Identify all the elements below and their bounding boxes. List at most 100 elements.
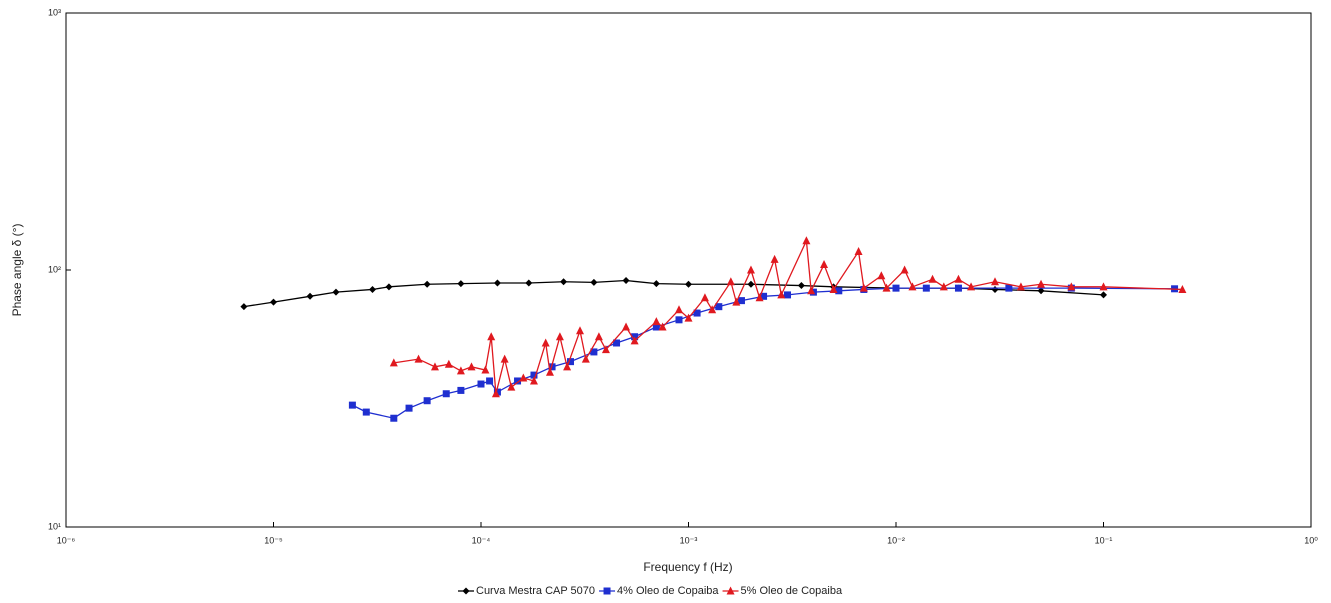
marker: [882, 283, 891, 292]
marker: [514, 377, 522, 385]
x-tick-label: 10⁻¹: [1095, 535, 1113, 545]
marker: [456, 366, 465, 375]
marker: [908, 282, 917, 291]
marker: [760, 292, 768, 300]
marker: [708, 305, 717, 314]
marker: [991, 277, 1000, 286]
marker: [622, 322, 631, 331]
marker: [390, 414, 398, 422]
marker: [581, 354, 590, 363]
marker: [693, 309, 701, 317]
marker: [385, 283, 393, 291]
marker: [576, 326, 585, 335]
series-line: [352, 287, 1175, 419]
marker: [1016, 282, 1025, 291]
marker: [820, 260, 829, 269]
marker: [1037, 279, 1046, 288]
marker: [525, 279, 533, 287]
marker: [1067, 282, 1076, 291]
marker: [270, 298, 277, 306]
marker: [1037, 287, 1045, 295]
marker: [594, 332, 603, 341]
marker: [700, 293, 709, 302]
marker: [630, 336, 639, 345]
marker: [675, 316, 683, 324]
legend-marker: [726, 586, 735, 595]
marker: [306, 292, 314, 300]
marker: [859, 283, 868, 292]
x-tick-label: 10⁻⁵: [264, 535, 283, 545]
marker: [457, 386, 465, 394]
marker: [967, 282, 976, 291]
marker: [444, 359, 453, 368]
marker: [491, 389, 500, 398]
marker: [240, 303, 248, 311]
marker: [652, 323, 660, 331]
marker: [493, 279, 501, 287]
marker: [567, 358, 575, 366]
y-axis-title: Phase angle δ (°): [10, 224, 24, 317]
y-tick-label: 10³: [48, 7, 61, 17]
legend-label: Curva Mestra CAP 5070: [476, 585, 595, 597]
marker: [529, 376, 538, 385]
marker: [1005, 284, 1013, 292]
marker: [746, 265, 755, 274]
y-tick-label: 10¹: [48, 521, 61, 531]
marker: [732, 297, 741, 306]
marker: [658, 322, 667, 331]
marker: [928, 274, 937, 283]
marker: [726, 277, 735, 286]
marker: [423, 397, 431, 405]
x-tick-label: 10⁻²: [887, 535, 905, 545]
y-tick-label: 10²: [48, 264, 61, 274]
marker: [487, 332, 496, 341]
marker: [900, 265, 909, 274]
marker: [1100, 291, 1107, 299]
marker: [613, 339, 621, 347]
marker: [829, 284, 838, 293]
marker: [369, 285, 377, 293]
marker: [784, 291, 792, 299]
marker: [457, 280, 465, 288]
series-line: [243, 279, 1104, 308]
marker: [530, 371, 538, 379]
marker: [486, 377, 494, 385]
marker: [500, 354, 509, 363]
marker: [467, 362, 476, 371]
marker: [601, 345, 610, 354]
marker: [1099, 282, 1108, 291]
marker: [555, 332, 564, 341]
marker: [652, 317, 661, 326]
marker: [954, 284, 962, 292]
marker: [1178, 284, 1187, 293]
x-tick-label: 10⁻⁶: [57, 535, 76, 545]
legend: Curva Mestra CAP 5070 4% Oleo de Copaiba 5…: [458, 585, 843, 597]
series-line: [393, 238, 1183, 394]
marker: [939, 282, 948, 291]
marker: [954, 274, 963, 283]
marker: [389, 358, 398, 367]
marker: [477, 380, 485, 388]
marker: [715, 303, 723, 311]
marker: [685, 280, 692, 288]
marker: [405, 404, 413, 412]
marker: [519, 373, 528, 382]
marker: [737, 297, 745, 305]
marker: [777, 290, 786, 299]
legend-label: 4% Oleo de Copaiba: [617, 585, 719, 597]
marker: [590, 348, 598, 356]
marker: [835, 287, 843, 295]
marker: [545, 367, 554, 376]
marker: [652, 280, 660, 288]
marker: [560, 278, 568, 286]
marker: [802, 236, 811, 245]
x-tick-label: 10⁻⁴: [472, 535, 491, 545]
marker: [332, 288, 340, 296]
legend-marker: [603, 587, 611, 595]
marker: [362, 408, 370, 416]
marker: [622, 277, 630, 285]
x-tick-label: 10⁻³: [680, 535, 698, 545]
marker: [684, 313, 693, 322]
marker: [797, 282, 805, 290]
